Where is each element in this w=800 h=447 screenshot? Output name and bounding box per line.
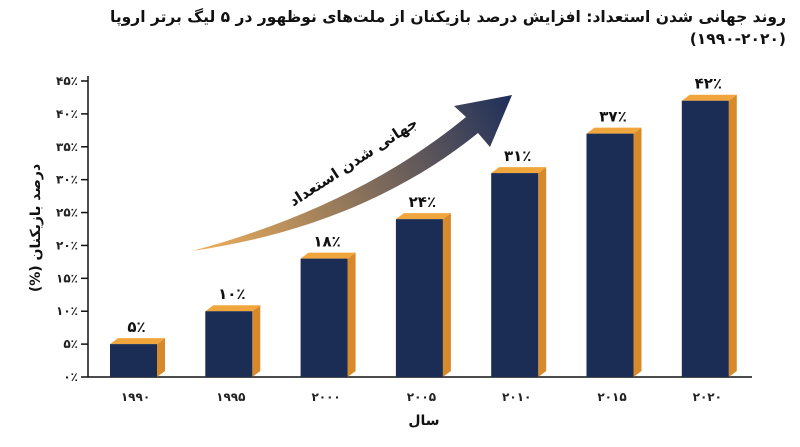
data-label: ۳۷٪	[599, 108, 626, 126]
y-tick-label: ۲۵٪	[56, 206, 78, 220]
x-axis-title: سال	[408, 413, 439, 429]
data-label: ۱۸٪	[313, 233, 340, 251]
x-tick-label: ۲۰۱۵	[597, 390, 626, 404]
bar-front	[681, 100, 729, 377]
bar-1: ۱۰٪	[205, 285, 261, 377]
bar-top	[205, 305, 261, 312]
bar-top	[586, 127, 642, 134]
x-axis: ۱۹۹۰ ۱۹۹۵ ۲۰۰۰ ۲۰۰۵ ۲۰۱۰ ۲۰۱۵ ۲۰۲۰	[88, 376, 752, 404]
bar-front	[395, 219, 443, 377]
trend-arrow: جهانی شدن استعداد	[192, 95, 512, 251]
chart-title-line-1: روند جهانی شدن استعداد: افزایش درصد بازی…	[110, 8, 786, 26]
data-label: ۲۴٪	[409, 193, 436, 211]
trend-arrow-shape	[192, 95, 512, 251]
y-tick-label: ۴۰٪	[56, 107, 78, 121]
data-label: ۳۱٪	[504, 147, 531, 165]
bar-front	[110, 344, 157, 377]
bar-front	[586, 133, 634, 377]
y-axis: ۰٪ ۵٪ ۱۰٪ ۱۵٪ ۲۰٪ ۲۵٪ ۳۰٪ ۳۵٪ ۴۰٪ ۴۵٪	[56, 74, 89, 384]
bar-6: ۴۲٪	[681, 75, 737, 377]
bar-side	[252, 305, 261, 377]
x-tick-label: ۱۹۹۰	[121, 390, 150, 404]
bar-5: ۳۷٪	[586, 108, 642, 377]
y-tick-label: ۱۵٪	[56, 271, 78, 285]
y-tick-label: ۰٪	[63, 370, 78, 384]
bar-0: ۵٪	[110, 318, 165, 377]
x-tick-label: ۲۰۲۰	[693, 390, 722, 404]
bar-front	[300, 258, 348, 377]
x-tick-label: ۲۰۱۰	[502, 390, 531, 404]
bar-top	[491, 167, 547, 174]
bar-side	[728, 94, 737, 377]
y-axis-title: درصد بازیکنان (%)	[28, 164, 44, 292]
bar-side	[442, 213, 451, 377]
bar-side	[633, 127, 642, 377]
x-tick-label: ۱۹۹۵	[216, 390, 245, 404]
chart-title-line-2: (۱۹۹۰-۲۰۲۰)	[689, 30, 786, 48]
y-tick-label: ۳۰٪	[56, 173, 78, 187]
y-tick-label: ۴۵٪	[56, 74, 78, 88]
bar-top	[110, 338, 165, 345]
x-tick-label: ۲۰۰۵	[407, 390, 436, 404]
chart-title: روند جهانی شدن استعداد: افزایش درصد بازی…	[6, 6, 786, 50]
y-tick-label: ۱۰٪	[56, 304, 78, 318]
bar-2: ۱۸٪	[300, 233, 356, 377]
bar-3: ۲۴٪	[395, 193, 451, 377]
y-tick-label: ۲۰٪	[56, 238, 78, 252]
bar-side	[347, 252, 356, 377]
bar-top	[395, 213, 451, 220]
data-label: ۵٪	[127, 318, 145, 336]
y-tick-label: ۳۵٪	[56, 140, 78, 154]
bar-top	[300, 252, 356, 259]
data-label: ۴۲٪	[695, 75, 722, 93]
bar-4: ۳۱٪	[491, 147, 547, 377]
bar-front	[205, 311, 253, 377]
bar-side	[538, 167, 547, 377]
bar-front	[491, 173, 539, 377]
y-tick-label: ۵٪	[63, 337, 78, 351]
x-tick-label: ۲۰۰۰	[311, 390, 340, 404]
bar-side	[157, 338, 165, 377]
bars: ۵٪ ۱۰٪ ۱۸٪ ۲۴٪ ۳۱٪ ۳۷٪ ۴۲٪	[110, 75, 737, 377]
data-label: ۱۰٪	[218, 285, 245, 303]
bar-top	[681, 94, 737, 101]
